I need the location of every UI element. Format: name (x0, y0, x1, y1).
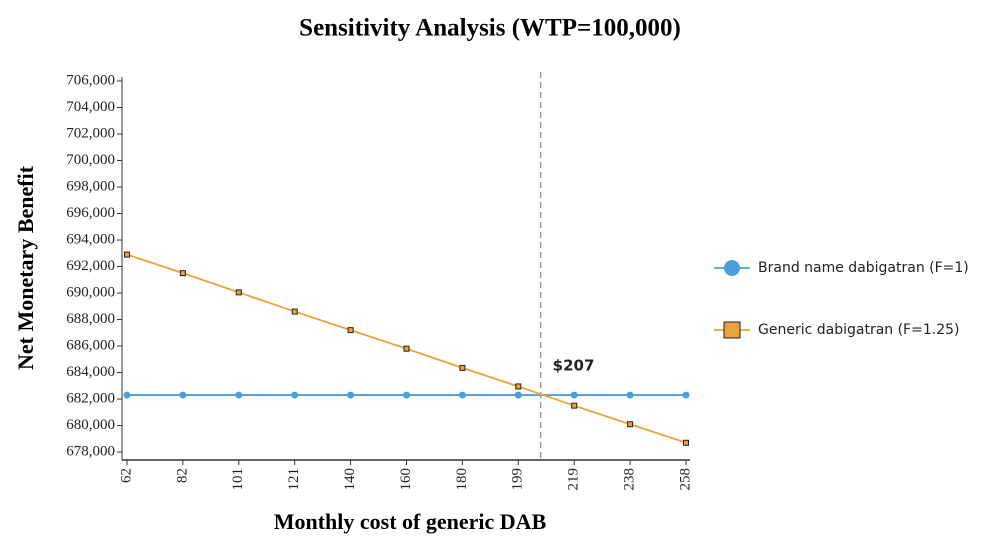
legend-marker (723, 321, 741, 339)
y-axis-label: Net Monetary Benefit (13, 165, 38, 370)
y-tick-label: 702,000 (66, 125, 115, 141)
x-tick-label: 140 (342, 468, 358, 491)
y-tick-label: 692,000 (66, 258, 115, 274)
marker (403, 345, 410, 352)
marker (291, 308, 298, 315)
chart-title: Sensitivity Analysis (WTP=100,000) (299, 15, 681, 42)
legend-label: Brand name dabigatran (F=1) (758, 260, 969, 276)
marker (179, 270, 186, 277)
y-tick-label: 680,000 (66, 417, 115, 433)
marker (291, 391, 299, 399)
marker (235, 391, 243, 399)
x-axis-label: Monthly cost of generic DAB (274, 509, 547, 534)
x-tick-label: 180 (454, 468, 470, 491)
y-tick-label: 706,000 (66, 72, 115, 88)
x-tick-label: 219 (566, 468, 582, 491)
marker (179, 391, 187, 399)
marker (347, 327, 354, 334)
marker (570, 391, 578, 399)
marker (124, 251, 130, 258)
annotation: $207 (553, 357, 595, 375)
y-tick-label: 690,000 (66, 284, 115, 300)
legend-label: Generic dabigatran (F=1.25) (758, 322, 959, 338)
marker (458, 391, 466, 399)
y-tick-label: 694,000 (66, 231, 115, 247)
marker (626, 391, 634, 399)
marker (235, 289, 242, 296)
y-tick-label: 704,000 (66, 99, 115, 115)
marker (571, 402, 578, 409)
x-tick-label: 160 (398, 468, 414, 491)
y-tick-label: 682,000 (66, 390, 115, 406)
x-tick-label: 121 (286, 468, 302, 491)
x-tick-label: 62 (118, 468, 134, 483)
marker (123, 391, 131, 399)
y-tick-label: 696,000 (66, 205, 115, 221)
y-tick-label: 684,000 (66, 364, 115, 380)
y-tick-label: 686,000 (66, 337, 115, 353)
y-tick-label: 698,000 (66, 178, 115, 194)
marker (347, 391, 355, 399)
x-tick-label: 82 (174, 468, 190, 483)
x-tick-label: 238 (622, 468, 638, 491)
marker (515, 383, 522, 390)
y-tick-label: 700,000 (66, 152, 115, 168)
y-tick-label: 688,000 (66, 311, 115, 327)
marker (627, 421, 634, 428)
x-tick-label: 199 (510, 468, 526, 491)
legend-marker (724, 260, 740, 276)
y-tick-label: 678,000 (66, 443, 115, 459)
marker (682, 391, 690, 399)
marker (514, 391, 522, 399)
x-tick-label: 258 (677, 468, 693, 491)
marker (459, 364, 466, 371)
x-tick-label: 101 (230, 468, 246, 491)
marker (403, 391, 410, 399)
marker (683, 439, 689, 446)
